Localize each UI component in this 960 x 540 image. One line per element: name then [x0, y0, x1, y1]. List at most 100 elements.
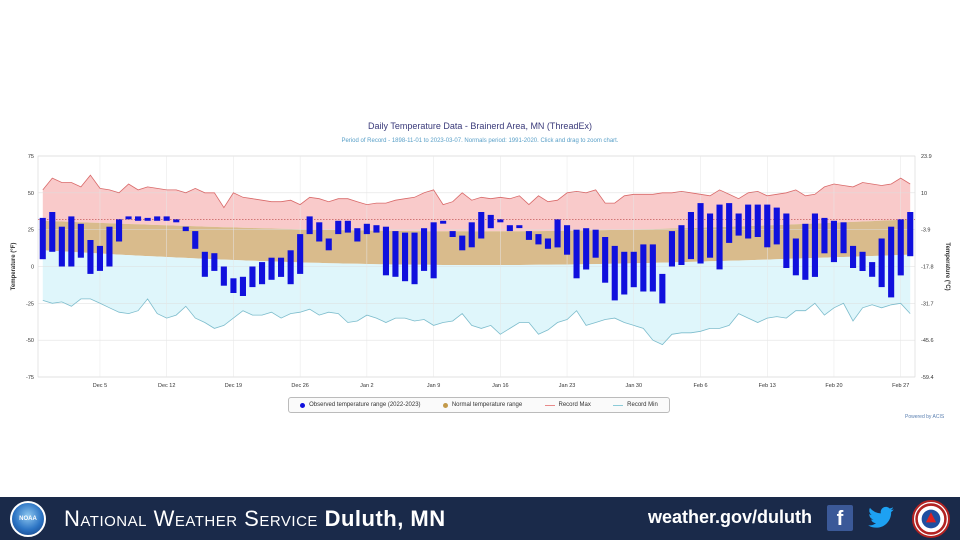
observed-bar — [850, 245, 857, 268]
observed-bar — [611, 245, 618, 301]
y-axis-title-right: Temperature (°C) — [944, 242, 950, 290]
legend-label-observed: Observed temperature range (2022-2023) — [309, 402, 421, 408]
y-tick-left: 50 — [28, 191, 34, 197]
observed-bar — [802, 223, 809, 280]
observed-bar — [287, 250, 294, 285]
observed-bar — [306, 216, 313, 235]
observed-bar — [564, 225, 571, 255]
observed-bar — [106, 226, 113, 267]
legend-item-record-min[interactable]: Record Min — [613, 402, 658, 408]
observed-bar — [87, 240, 94, 274]
observed-bar — [125, 216, 132, 220]
observed-bar — [630, 251, 637, 288]
y-tick-left: -50 — [26, 338, 34, 344]
observed-bar — [544, 238, 551, 249]
nws-footer-banner: NOAA National Weather Service Duluth, MN… — [0, 497, 960, 540]
noaa-logo-icon: NOAA — [10, 501, 46, 537]
observed-bar — [278, 257, 285, 277]
observed-bar — [716, 204, 723, 270]
facebook-icon[interactable]: f — [827, 505, 853, 531]
x-tick-label: Dec 19 — [225, 383, 242, 389]
observed-bar — [621, 251, 628, 295]
observed-bar — [459, 235, 466, 251]
x-tick-label: Jan 30 — [626, 383, 643, 389]
observed-bar — [659, 273, 666, 304]
observed-bar — [525, 231, 532, 240]
observed-bar — [297, 234, 304, 274]
observed-bar — [764, 204, 771, 248]
chart-title: Daily Temperature Data - Brainerd Area, … — [368, 121, 592, 131]
record-min-line — [42, 298, 911, 346]
observed-bar — [792, 238, 799, 276]
observed-bar — [516, 225, 523, 229]
observed-bar — [554, 219, 561, 248]
x-tick-label: Dec 26 — [291, 383, 308, 389]
observed-bar — [487, 214, 494, 229]
observed-bar — [116, 219, 123, 242]
observed-bar — [421, 228, 428, 271]
chart-subtitle: Period of Record - 1898-11-01 to 2023-03… — [341, 138, 619, 144]
legend-label-record-min: Record Min — [627, 402, 658, 408]
y-axis-title-left: Temperature (°F) — [11, 243, 17, 291]
observed-bar — [773, 207, 780, 245]
record-max-line-icon — [544, 404, 555, 406]
observed-bar — [182, 226, 189, 232]
legend-item-normal[interactable]: Normal temperature range — [442, 402, 523, 408]
observed-bar — [135, 216, 142, 221]
observed-bar — [878, 238, 885, 288]
observed-bar — [49, 212, 56, 252]
observed-bar — [325, 238, 332, 251]
observed-bar — [154, 216, 161, 221]
office-location: Duluth, MN — [324, 506, 446, 531]
org-name: National Weather Service — [64, 506, 318, 531]
observed-bar — [678, 225, 685, 265]
observed-bar — [478, 212, 485, 239]
x-tick-label: Feb 27 — [892, 383, 909, 389]
observed-bar — [96, 245, 103, 271]
observed-bar — [354, 228, 361, 242]
observed-bar — [402, 232, 409, 282]
observed-bar — [707, 213, 714, 258]
observed-bar — [687, 212, 694, 260]
observed-bar — [192, 231, 199, 249]
y-tick-right: 10 — [921, 191, 927, 197]
y-tick-right: -45.6 — [921, 338, 934, 344]
observed-bar — [573, 229, 580, 279]
x-tick-label: Jan 9 — [427, 383, 440, 389]
office-name: National Weather Service Duluth, MN — [64, 506, 446, 532]
observed-bar — [373, 225, 380, 233]
x-tick-label: Jan 16 — [492, 383, 509, 389]
legend-label-normal: Normal temperature range — [451, 402, 523, 408]
legend-item-observed[interactable]: Observed temperature range (2022-2023) — [300, 402, 421, 408]
observed-bar — [745, 204, 752, 239]
observed-bar — [907, 212, 914, 257]
observed-bar — [220, 266, 227, 286]
observed-bar — [897, 219, 904, 276]
observed-bar — [783, 213, 790, 268]
website-link[interactable]: weather.gov/duluth — [648, 507, 813, 527]
observed-bar — [392, 231, 399, 277]
observed-bar — [830, 220, 837, 263]
observed-bar — [697, 203, 704, 264]
observed-bar — [430, 222, 437, 279]
powered-by-link[interactable]: Powered by ACIS — [905, 414, 945, 420]
temperature-chart[interactable]: 75 50 25 0 -25 -50 -75 23.9 10 -3.9 -17.8 -31.7 -45.… — [0, 0, 960, 420]
y-tick-right: -31.7 — [921, 301, 934, 307]
x-tick-label: Dec 12 — [158, 383, 175, 389]
observed-bar — [811, 213, 818, 277]
observed-bar — [859, 251, 866, 271]
y-tick-left: 0 — [31, 265, 34, 271]
observed-bar — [640, 244, 647, 292]
observed-bar — [506, 225, 513, 232]
x-tick-label: Jan 2 — [360, 383, 373, 389]
y-tick-left: 25 — [28, 228, 34, 234]
legend-item-record-max[interactable]: Record Max — [544, 402, 591, 408]
observed-bar — [77, 223, 84, 258]
observed-bar — [268, 257, 275, 280]
twitter-icon[interactable] — [866, 504, 896, 532]
observed-bar — [58, 226, 65, 267]
observed-bar — [668, 231, 675, 267]
observed-bar — [173, 219, 180, 223]
observed-bar — [39, 217, 46, 260]
observed-bar — [840, 222, 847, 254]
